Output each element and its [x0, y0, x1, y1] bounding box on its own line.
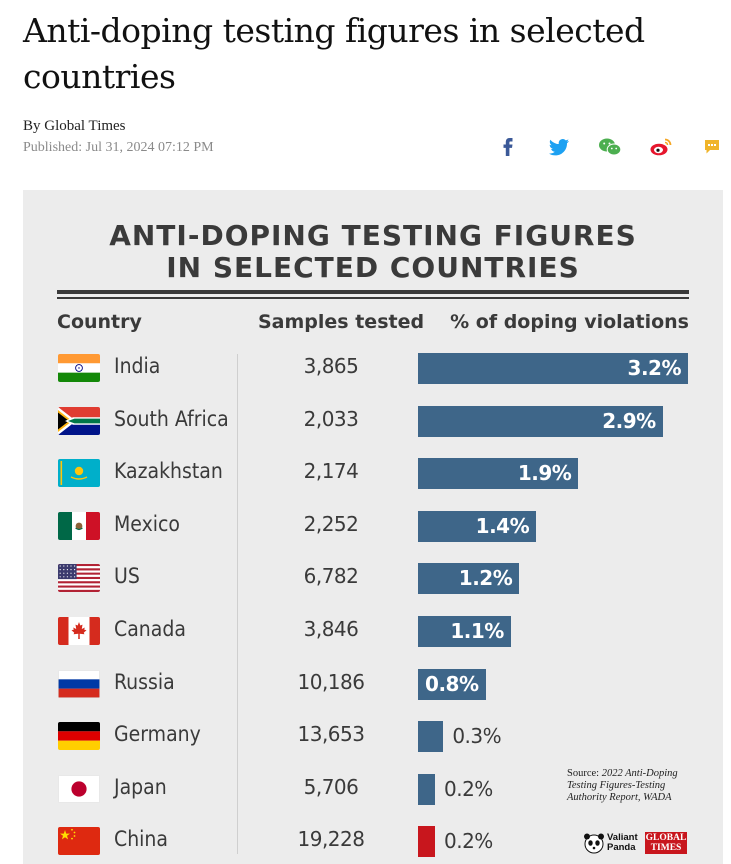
samples-tested-value: 2,033 [303, 406, 359, 431]
column-divider [237, 354, 238, 854]
global-times-logo: GLOBAL TIMES [645, 832, 687, 854]
country-label: India [114, 354, 161, 378]
comment-icon[interactable] [701, 136, 723, 158]
column-header-samples: Samples tested [258, 311, 425, 333]
chart-row-germany: Germany 13,653 0.3% [23, 710, 723, 762]
chart-row-south-africa: South Africa 2,033 2.9% [23, 395, 723, 447]
samples-tested-value: 3,846 [303, 617, 359, 641]
flag-kazakhstan-icon [58, 459, 100, 488]
bar-russia [418, 668, 486, 700]
bar-canada [418, 616, 511, 647]
bar-india [418, 353, 688, 384]
chart-row-russia: Russia 10,186 0.8% [23, 658, 723, 710]
bar-value-label: 0.2% [444, 829, 493, 854]
bar-germany [418, 721, 444, 753]
flag-south-africa-icon [58, 406, 100, 435]
samples-tested-value: 13,653 [297, 722, 365, 747]
samples-tested-value: 10,186 [297, 669, 365, 694]
valiant-panda-logo: Valiant Panda [583, 830, 641, 856]
chart-row-china: China 19,228 0.2% [23, 815, 723, 864]
infographic: ANTI-DOPING TESTING FIGURES IN SELECTED … [23, 190, 723, 864]
flag-germany-icon [58, 722, 100, 751]
samples-tested-value: 6,782 [303, 564, 359, 589]
bar-value-label: 3.2% [627, 356, 682, 380]
chart-row-mexico: Mexico 2,252 1.4% [23, 500, 723, 552]
bar-mexico [418, 510, 537, 542]
samples-tested-value: 3,865 [303, 354, 359, 378]
bar-value-label: 1.4% [475, 513, 530, 538]
chart-title-line-2: IN SELECTED COUNTRIES [166, 251, 580, 284]
samples-tested-value: 2,174 [303, 459, 359, 484]
title-rule-thick [57, 290, 689, 294]
chart-title-line-1: ANTI-DOPING TESTING FIGURES [109, 219, 637, 252]
bar-us [418, 563, 520, 595]
flag-us-icon [58, 564, 100, 593]
bar-value-label: 1.9% [517, 461, 572, 486]
flag-mexico-icon [58, 511, 100, 540]
gt-logo-line-1: GLOBAL [645, 833, 687, 843]
bar-kazakhstan [418, 458, 579, 490]
bar-value-label: 2.9% [602, 408, 656, 433]
samples-tested-value: 19,228 [297, 827, 365, 852]
country-label: US [114, 564, 140, 589]
chart-title: ANTI-DOPING TESTING FIGURES IN SELECTED … [23, 220, 723, 284]
samples-tested-value: 5,706 [303, 774, 359, 799]
flag-china-icon [58, 827, 100, 856]
country-label: Japan [114, 774, 167, 799]
title-rule-thin [57, 297, 689, 299]
country-label: Russia [114, 669, 175, 694]
bar-south-africa [418, 405, 663, 437]
country-label: Canada [114, 617, 186, 641]
flag-japan-icon [58, 774, 100, 803]
panda-icon [584, 833, 604, 854]
panda-logo-line-2: Panda [607, 842, 636, 853]
panda-logo-line-1: Valiant [607, 832, 638, 843]
chart-row-india: India 3,865 3.2% [23, 342, 723, 394]
country-label: Germany [114, 722, 201, 747]
flag-canada-icon [58, 617, 100, 645]
chart-row-us: US 6,782 1.2% [23, 552, 723, 604]
chart-row-japan: Japan 5,706 0.2% [23, 763, 723, 815]
column-header-pct: % of doping violations [450, 311, 689, 333]
bar-value-label: 0.8% [425, 671, 479, 696]
source-prefix: Source: [567, 768, 602, 779]
samples-tested-value: 2,252 [303, 511, 359, 536]
flag-russia-icon [58, 669, 100, 698]
flag-india-icon [58, 354, 100, 382]
article-headline: Anti-doping testing figures in selected … [23, 11, 645, 96]
country-label: China [114, 827, 168, 852]
bar-value-label: 1.2% [458, 566, 513, 591]
source-text: 2022 Anti-Doping Testing Figures-Testing… [567, 768, 678, 803]
facebook-icon[interactable] [497, 136, 519, 158]
source-note: Source: 2022 Anti-Doping Testing Figures… [567, 768, 707, 804]
bar-value-label: 0.2% [444, 776, 493, 801]
country-label: South Africa [114, 406, 229, 431]
gt-logo-line-2: TIMES [650, 843, 682, 853]
bar-china [418, 826, 435, 858]
byline: By Global Times [23, 118, 126, 134]
bar-value-label: 0.3% [452, 724, 502, 749]
weibo-icon[interactable] [650, 136, 672, 158]
bar-value-label: 1.1% [450, 619, 504, 643]
wechat-icon[interactable] [599, 136, 621, 158]
column-header-country: Country [57, 311, 142, 333]
country-label: Mexico [114, 511, 180, 536]
twitter-icon[interactable] [548, 136, 570, 158]
chart-row-canada: Canada 3,846 1.1% [23, 605, 723, 657]
published-date: Published: Jul 31, 2024 07:12 PM [23, 140, 214, 155]
country-label: Kazakhstan [114, 459, 223, 484]
chart-row-kazakhstan: Kazakhstan 2,174 1.9% [23, 447, 723, 499]
bar-japan [418, 773, 435, 805]
